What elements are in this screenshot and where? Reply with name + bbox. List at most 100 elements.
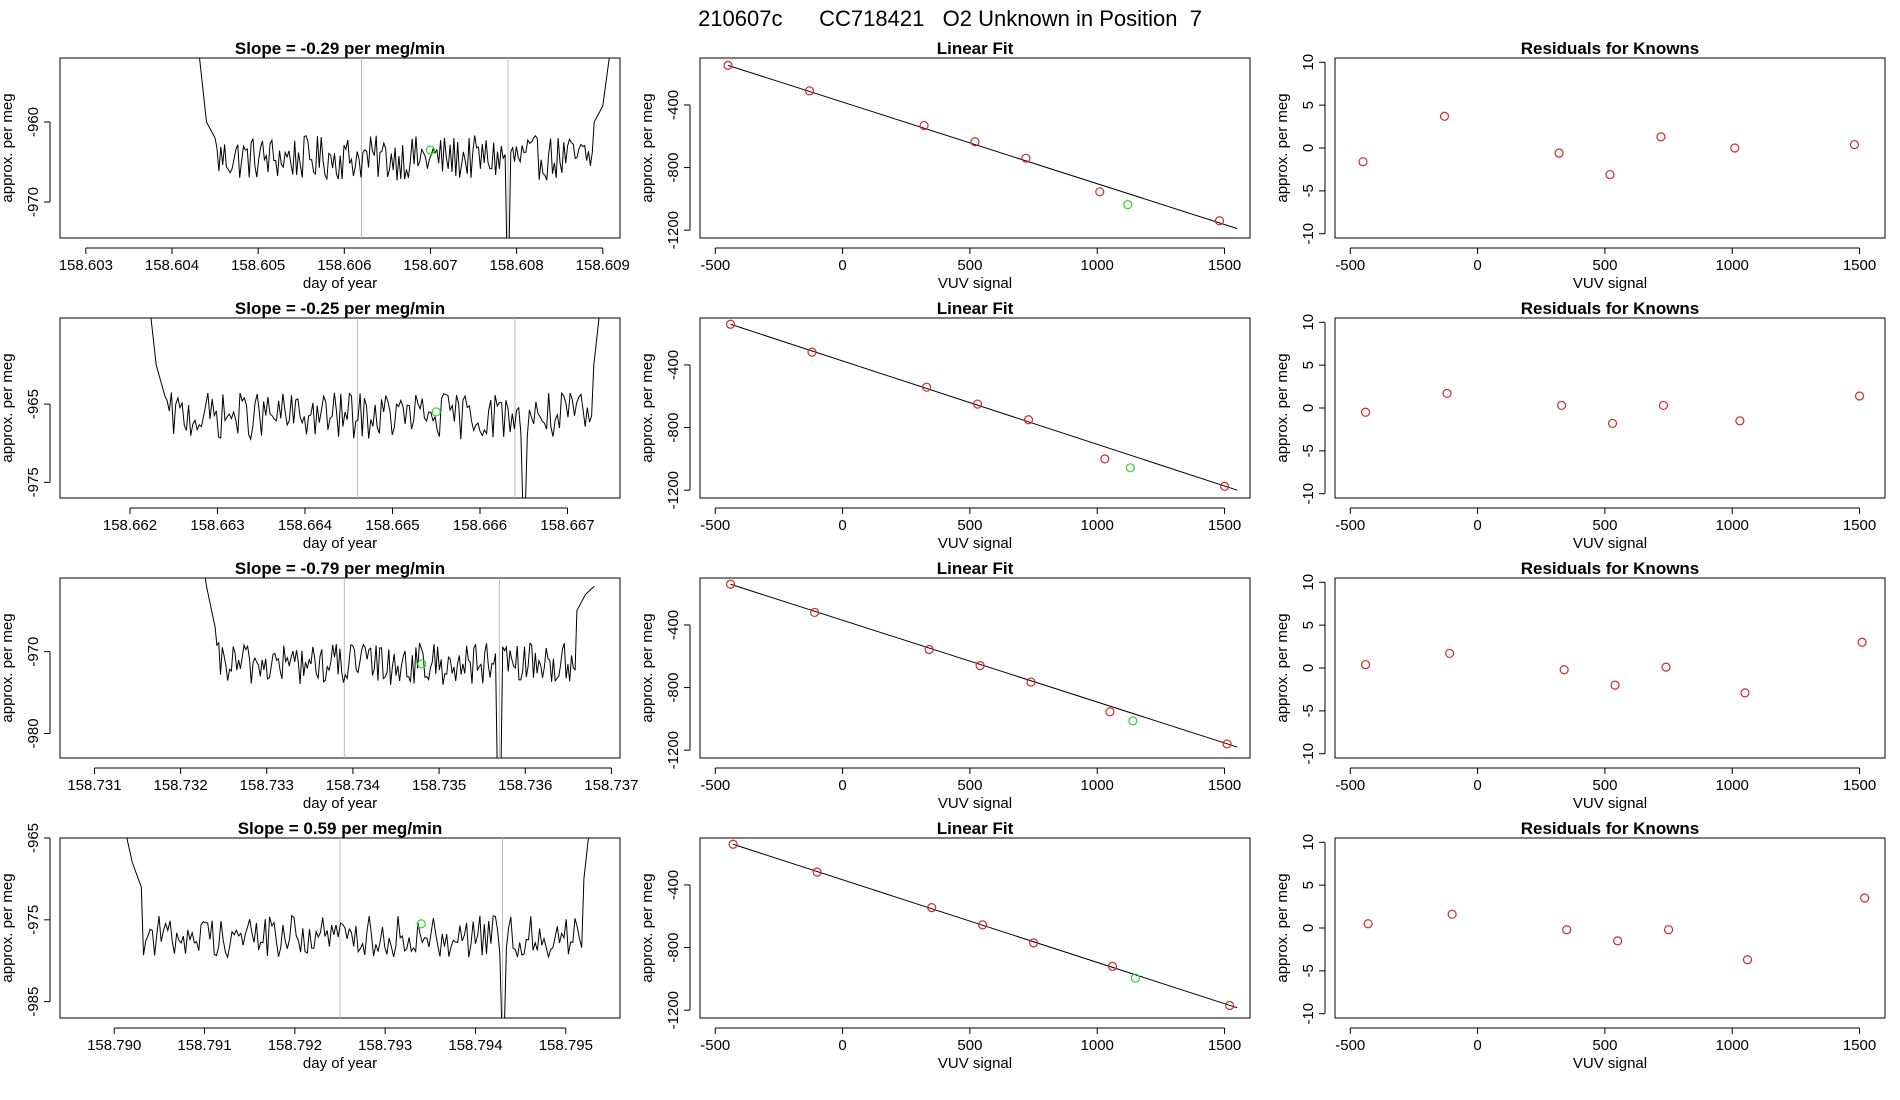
known-point	[1735, 416, 1745, 426]
x-tick-label: 500	[957, 1037, 982, 1054]
x-tick-label: 1000	[1081, 1037, 1114, 1054]
panel-1-1: Slope = -0.29 per meg/min 158.603 158.604 1…	[0, 39, 630, 292]
unknown-point	[1125, 463, 1135, 473]
panel-4-1: Slope = 0.59 per meg/min 158.790 158.791 15…	[0, 819, 621, 1072]
x-tick-label: 158.666	[453, 517, 507, 534]
y-axis-label: approx. per meg	[1274, 613, 1291, 722]
y-tick-label: 0	[1300, 404, 1317, 412]
plot-area	[1360, 388, 1865, 429]
y-tick-label: 0	[1300, 924, 1317, 932]
x-tick-label: 158.662	[103, 517, 157, 534]
x-tick-label: 158.734	[326, 777, 380, 794]
y-tick-label: -400	[665, 90, 682, 120]
plot-frame	[1334, 57, 1886, 239]
y-axis-label: approx. per meg	[1274, 353, 1291, 462]
x-tick-label: 158.608	[489, 257, 543, 274]
known-point	[1605, 169, 1615, 180]
x-tick-label: 158.664	[278, 517, 332, 534]
x-tick-label: 158.795	[539, 1037, 593, 1054]
x-axis-label: VUV signal	[938, 795, 1012, 812]
known-point	[728, 839, 738, 849]
known-point	[1742, 955, 1753, 965]
x-tick-label: 158.790	[87, 1037, 141, 1054]
known-point	[723, 60, 733, 70]
known-point	[1849, 139, 1860, 150]
plot-area	[725, 319, 1238, 491]
plot-area	[725, 579, 1238, 749]
unknown-point	[431, 407, 441, 417]
x-tick-label: 1500	[1843, 517, 1876, 534]
plot-area	[126, 838, 589, 1018]
x-tick-label: 158.792	[268, 1037, 322, 1054]
known-point	[1559, 665, 1569, 675]
y-tick-label: -980	[25, 718, 42, 748]
x-axis-label: day of year	[303, 1055, 377, 1072]
known-point	[1860, 893, 1870, 903]
x-axis-label: VUV signal	[1573, 535, 1647, 552]
x-tick-label: 500	[957, 257, 982, 274]
known-point	[1613, 936, 1623, 946]
x-tick-label: 158.731	[67, 777, 121, 794]
y-tick-label: -800	[665, 413, 682, 443]
known-point	[1610, 680, 1620, 690]
panel-title: Linear Fit	[937, 299, 1014, 318]
known-point	[1026, 677, 1036, 687]
x-tick-label: 1500	[1208, 777, 1241, 794]
known-point	[1557, 400, 1567, 411]
y-axis-label: approx. per meg	[0, 613, 16, 722]
y-axis-label: approx. per meg	[0, 93, 16, 202]
y-tick-label: -1200	[665, 211, 682, 249]
x-tick-label: 158.603	[59, 257, 113, 274]
y-tick-label: -800	[665, 933, 682, 963]
known-point	[1214, 216, 1225, 226]
known-point	[1740, 688, 1750, 698]
panel-1-2: Linear Fit -500 0 500 1000 1500 VUV signal -400…	[639, 39, 1251, 292]
panel-4-3: Residuals for Knowns -500 0 500 1000 1500 VUV …	[1274, 819, 1886, 1072]
y-tick-label: 5	[1300, 881, 1317, 889]
y-tick-label: -1200	[665, 991, 682, 1029]
y-axis-label: approx. per meg	[639, 613, 656, 722]
known-point	[1219, 481, 1230, 491]
x-axis-label: VUV signal	[1573, 275, 1647, 292]
known-point	[1442, 388, 1452, 399]
x-tick-label: 0	[838, 777, 846, 794]
y-tick-label: -5	[1300, 444, 1317, 457]
known-point	[1358, 157, 1368, 167]
plot-frame	[59, 577, 621, 759]
known-point	[1439, 111, 1450, 121]
x-tick-label: 500	[957, 517, 982, 534]
x-tick-label: 158.665	[365, 517, 419, 534]
series-line	[199, 58, 610, 238]
x-tick-label: 1000	[1716, 257, 1749, 274]
x-tick-label: 1000	[1716, 777, 1749, 794]
plot-frame	[699, 577, 1251, 759]
unknown-point	[1123, 200, 1133, 210]
x-tick-label: 158.735	[412, 777, 466, 794]
x-tick-label: 1500	[1843, 777, 1876, 794]
known-point	[1100, 454, 1110, 464]
series-line	[126, 838, 589, 1018]
y-axis-label: approx. per meg	[0, 873, 16, 982]
known-point	[1562, 925, 1572, 935]
plot-frame	[1334, 577, 1886, 759]
y-axis-label: approx. per meg	[1274, 873, 1291, 982]
known-point	[1554, 148, 1564, 158]
known-point	[1360, 659, 1371, 670]
x-tick-label: 1000	[1081, 517, 1114, 534]
unknown-point	[425, 145, 436, 155]
panel-2-2: Linear Fit -500 0 500 1000 1500 VUV signal -400…	[639, 299, 1251, 552]
known-point	[1105, 707, 1115, 717]
known-point	[1857, 637, 1867, 647]
x-tick-label: 158.605	[231, 257, 285, 274]
y-tick-label: -5	[1300, 964, 1317, 977]
plot-area	[1358, 111, 1860, 180]
y-tick-label: 0	[1300, 664, 1317, 672]
known-point	[807, 347, 817, 357]
panel-4-2: Linear Fit -500 0 500 1000 1500 VUV signal -400…	[639, 819, 1251, 1072]
panel-title: Linear Fit	[937, 559, 1014, 578]
known-point	[978, 920, 988, 930]
panel-title: Residuals for Knowns	[1521, 559, 1700, 578]
x-axis-label: day of year	[303, 535, 377, 552]
known-point	[1028, 938, 1039, 948]
unknown-point	[1130, 973, 1141, 983]
